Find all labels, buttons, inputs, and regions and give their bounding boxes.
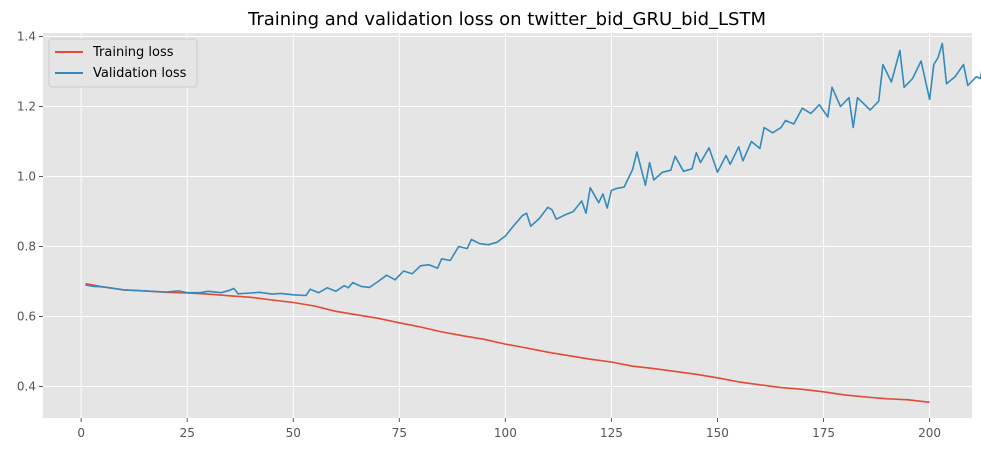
x-tick-label: 50 bbox=[286, 426, 301, 440]
legend-label-validation: Validation loss bbox=[93, 66, 187, 81]
x-tick-label: 125 bbox=[600, 426, 623, 440]
y-tick-label: 0.4 bbox=[17, 380, 36, 394]
y-tick-label: 0.6 bbox=[17, 310, 36, 324]
chart-title: Training and validation loss on twitter_… bbox=[247, 9, 766, 30]
x-tick-label: 150 bbox=[706, 426, 729, 440]
training-loss-line bbox=[85, 282, 930, 404]
plot-area bbox=[43, 33, 972, 418]
y-tick-label: 1.4 bbox=[17, 30, 36, 44]
x-axis-ticks: 0 25 50 75 100 125 150 175 200 bbox=[77, 418, 941, 440]
y-tick-label: 1.2 bbox=[17, 100, 36, 114]
legend: Training loss Validation loss bbox=[48, 38, 198, 88]
y-tick-label: 1.0 bbox=[17, 170, 36, 184]
legend-label-training: Training loss bbox=[92, 45, 174, 60]
x-tick-label: 175 bbox=[812, 426, 835, 440]
series-layer bbox=[85, 42, 981, 404]
x-tick-label: 100 bbox=[494, 426, 517, 440]
validation-loss-line bbox=[85, 42, 981, 297]
legend-box bbox=[48, 38, 198, 88]
x-tick-label: 75 bbox=[392, 426, 407, 440]
x-tick-label: 25 bbox=[180, 426, 195, 440]
y-tick-label: 0.8 bbox=[17, 240, 36, 254]
x-tick-label: 0 bbox=[77, 426, 85, 440]
y-axis-ticks: 0.4 0.6 0.8 1.0 1.2 1.4 bbox=[17, 30, 43, 394]
x-tick-label: 200 bbox=[918, 426, 941, 440]
